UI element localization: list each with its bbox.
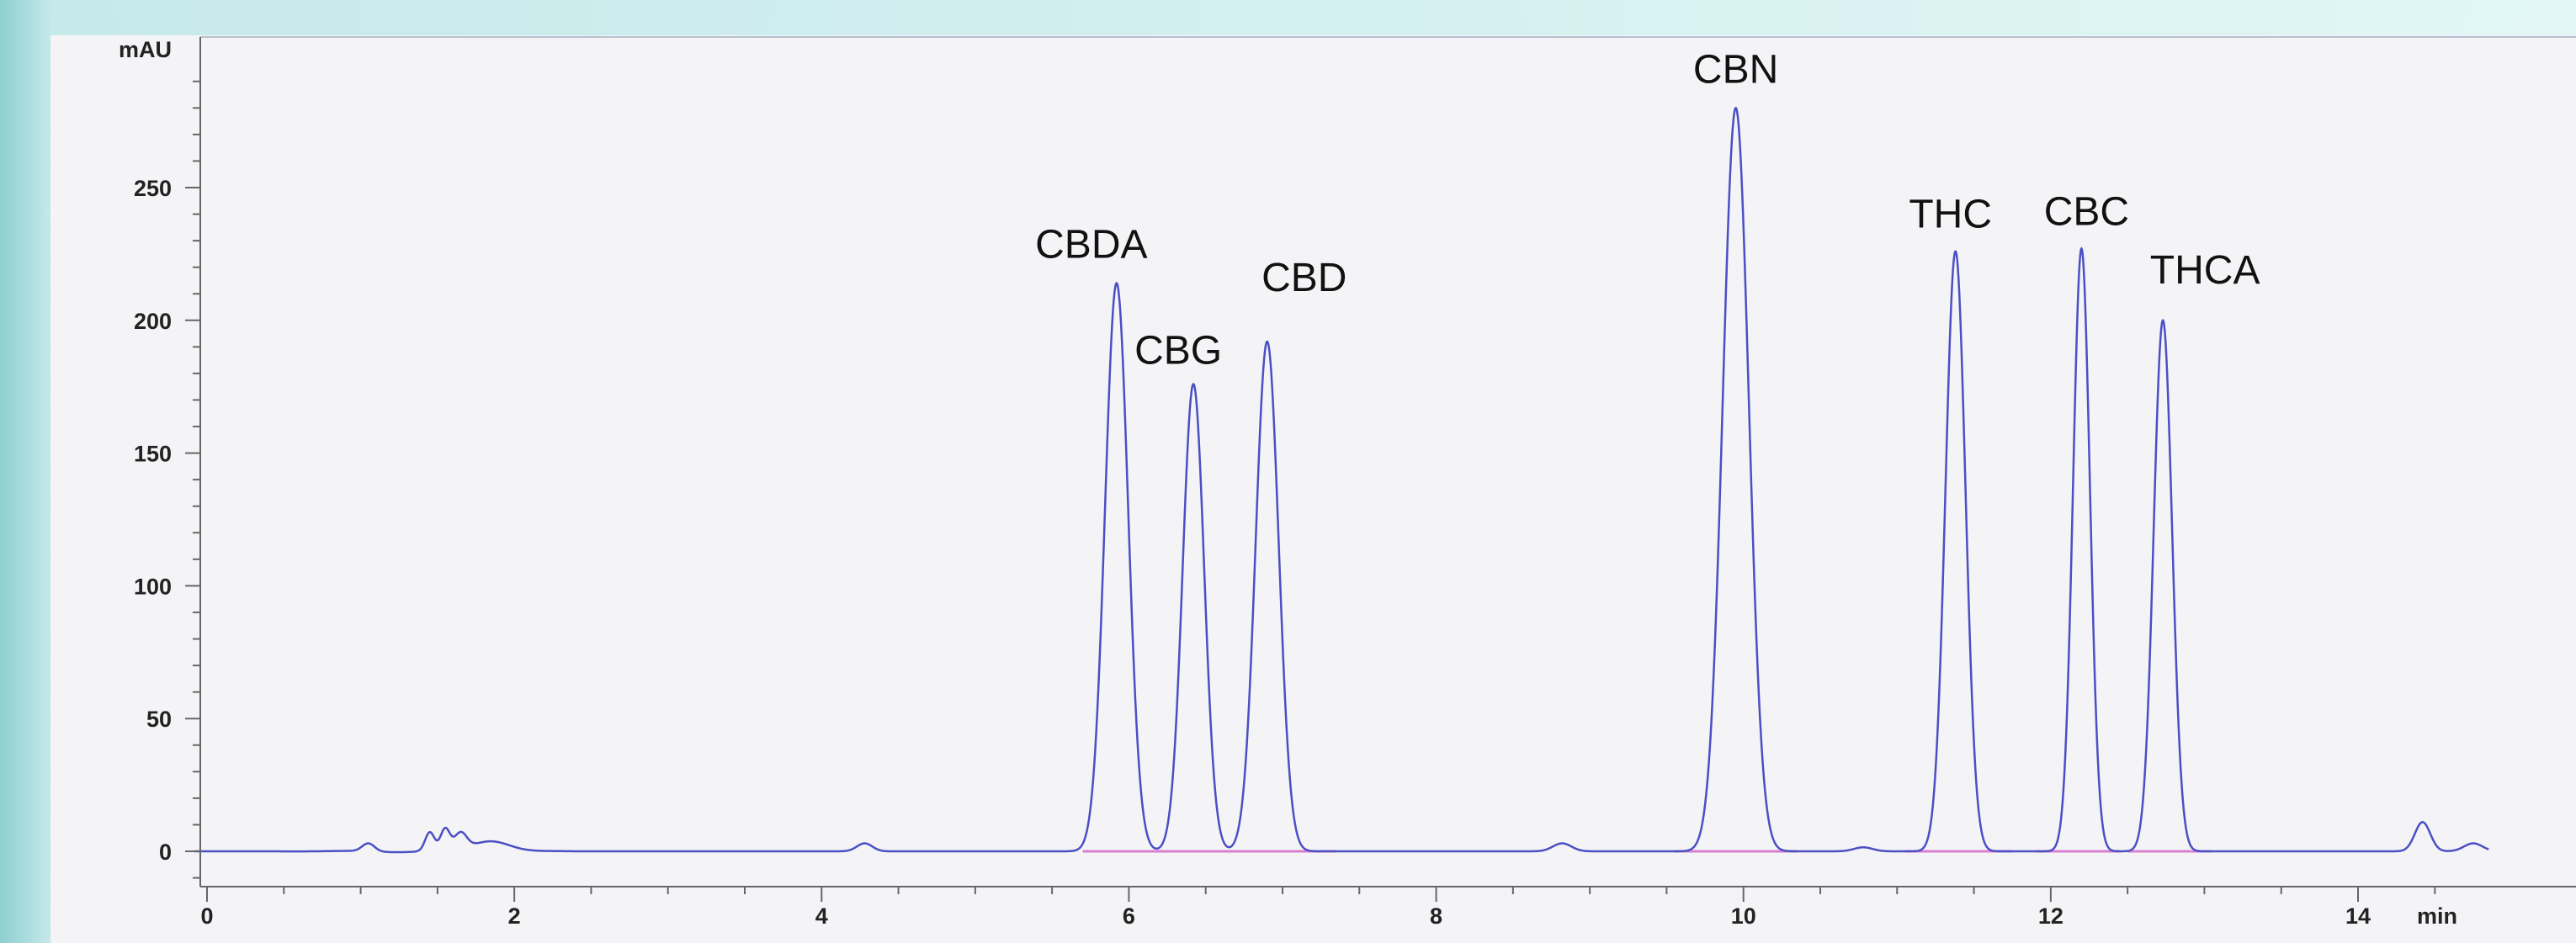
x-tick-label: 8 bbox=[1430, 903, 1442, 929]
y-tick-label: 150 bbox=[134, 442, 172, 467]
y-tick-label: 100 bbox=[134, 574, 172, 599]
plot-background bbox=[50, 35, 2576, 943]
x-tick-label: 14 bbox=[2345, 903, 2371, 929]
x-tick-label: 6 bbox=[1123, 903, 1135, 929]
x-tick-label: 4 bbox=[815, 903, 828, 929]
peak-labels: CBDA CBG CBD CBN THC CBC THCA bbox=[1035, 47, 2260, 373]
y-tick-label: 0 bbox=[159, 840, 172, 865]
peak-label-cbc: CBC bbox=[2044, 190, 2129, 235]
peak-label-cbg: CBG bbox=[1134, 329, 1222, 373]
x-tick-label: 10 bbox=[1731, 903, 1756, 929]
y-tick-label: 200 bbox=[134, 309, 172, 334]
y-axis: 0 50 100 150 200 250 mAU bbox=[119, 37, 201, 887]
peak-label-thc: THC bbox=[1909, 193, 1992, 237]
peak-label-cbd: CBD bbox=[1261, 256, 1346, 300]
x-tick-label: 12 bbox=[2038, 903, 2063, 929]
y-axis-unit-label: mAU bbox=[119, 37, 172, 62]
x-axis-unit-label: min bbox=[2417, 903, 2457, 929]
x-tick-label: 0 bbox=[200, 903, 213, 929]
peak-label-thca: THCA bbox=[2150, 248, 2260, 293]
peak-label-cbda: CBDA bbox=[1035, 223, 1147, 268]
y-tick-label: 250 bbox=[134, 176, 172, 201]
x-axis: 0 2 4 6 8 10 12 14 min bbox=[200, 886, 2576, 929]
y-tick-label: 50 bbox=[146, 707, 172, 732]
chromatogram-trace bbox=[194, 106, 2489, 854]
x-tick-label: 2 bbox=[508, 903, 521, 929]
chromatogram-panel: 0 50 100 150 200 250 mAU 0 2 4 6 8 10 12 14 min CBDA CB… bbox=[50, 35, 2576, 943]
peak-label-cbn: CBN bbox=[1693, 47, 1778, 92]
trace-layer bbox=[194, 106, 2489, 854]
